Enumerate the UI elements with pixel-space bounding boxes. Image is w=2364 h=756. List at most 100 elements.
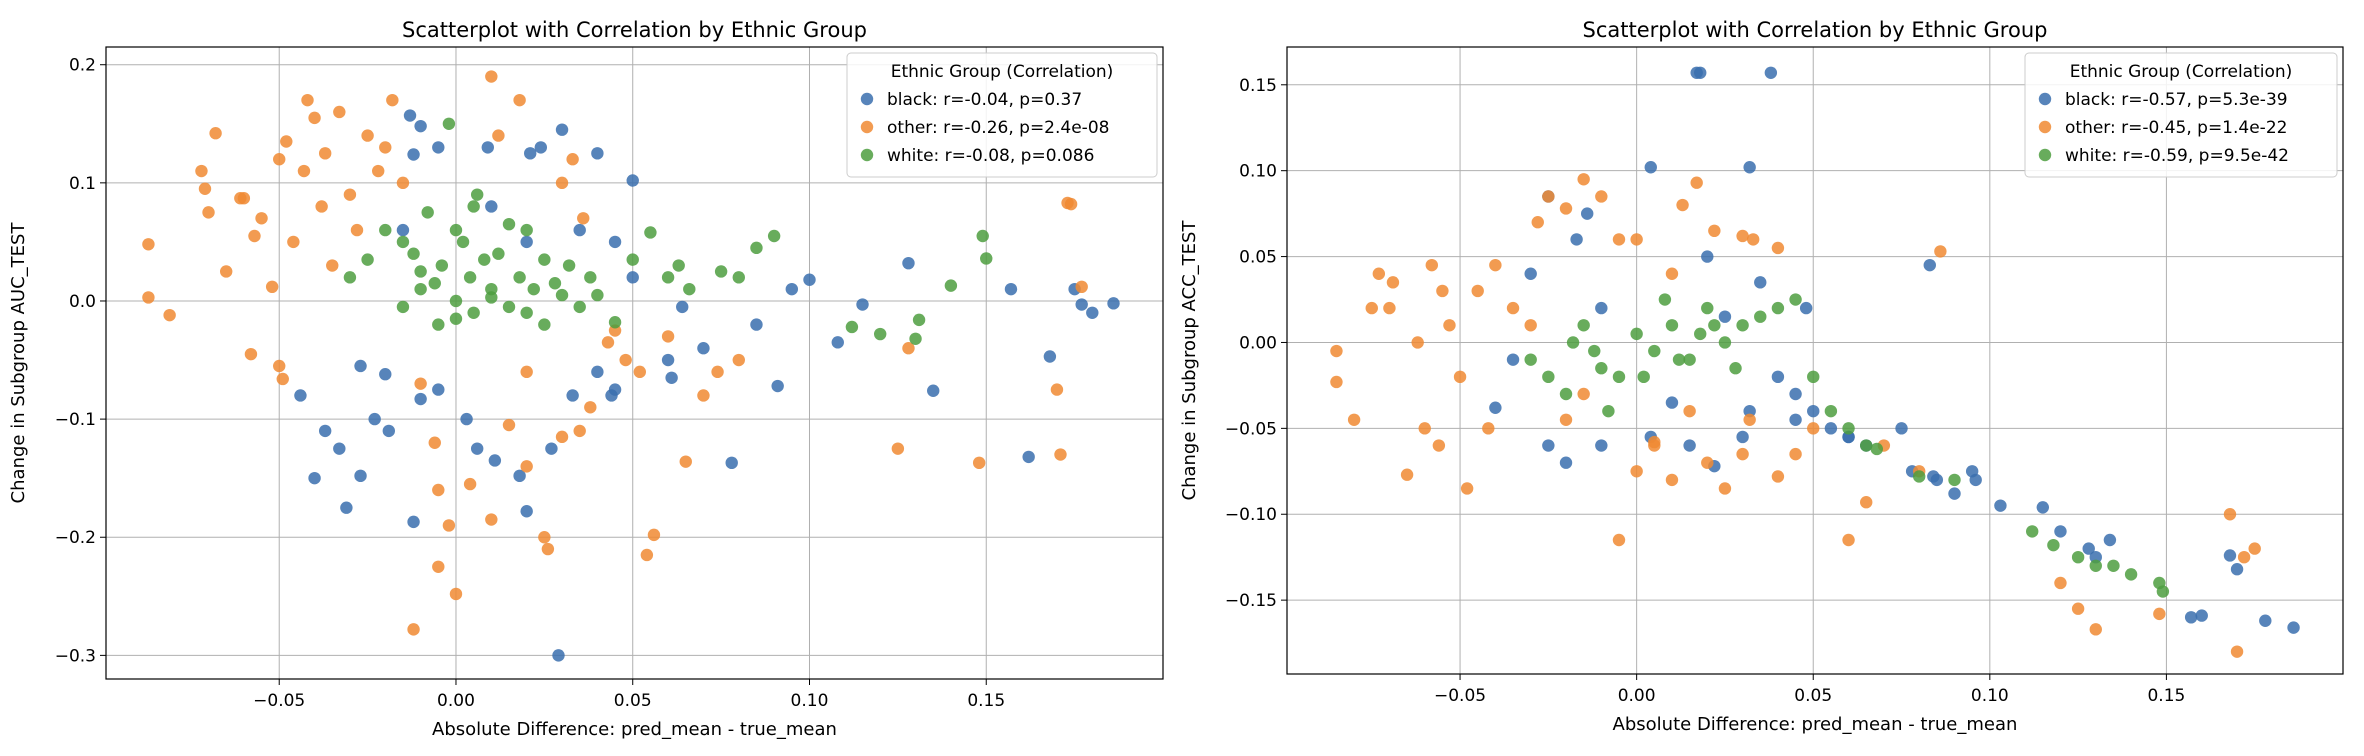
plot-frame [1286, 46, 2344, 675]
point-white [1630, 327, 1643, 341]
point-other [333, 105, 346, 119]
point-white [361, 253, 374, 266]
point-black [1948, 487, 1961, 500]
point-white [478, 253, 491, 266]
point-black [1771, 370, 1785, 384]
point-white [485, 291, 498, 304]
point-black [1930, 473, 1944, 487]
point-other [1612, 233, 1626, 246]
point-black [1489, 401, 1502, 414]
point-black [1764, 66, 1778, 79]
point-other [520, 365, 533, 379]
point-black [333, 442, 346, 455]
legend-marker-black [2038, 92, 2052, 106]
point-other [142, 238, 155, 251]
point-other [972, 456, 986, 470]
point-other [1771, 470, 1785, 483]
point-white [1718, 336, 1732, 349]
y-tick-label: 0.0 [69, 292, 96, 312]
point-other [315, 200, 328, 213]
point-black [432, 141, 445, 154]
point-white [456, 235, 470, 249]
point-white [442, 117, 456, 130]
legend-entry-black: black: r=-0.04, p=0.37 [887, 90, 1082, 110]
point-other [1411, 336, 1424, 349]
point-black [1994, 499, 2007, 512]
point-white [470, 188, 484, 201]
point-white [1658, 293, 1672, 306]
point-other [195, 164, 208, 178]
point-other [902, 342, 915, 355]
point-black [1789, 387, 1802, 401]
point-other [1595, 190, 1608, 203]
point-other [1559, 202, 1573, 215]
point-black [1559, 456, 1573, 469]
point-white [1708, 319, 1721, 332]
point-black [1595, 301, 1608, 315]
point-white [912, 313, 926, 327]
point-other [280, 135, 293, 148]
point-white [396, 300, 410, 314]
point-white [1771, 301, 1785, 315]
legend-marker-other [2038, 120, 2052, 134]
point-white [1595, 362, 1608, 375]
point-other [1690, 176, 1703, 189]
legend-marker-black [860, 92, 874, 106]
point-other [1718, 482, 1732, 495]
point-black [488, 454, 502, 467]
point-other [219, 265, 233, 278]
point-other [541, 542, 555, 556]
point-black [379, 368, 392, 381]
y-tick-label: −0.10 [1225, 505, 1277, 525]
point-white [672, 259, 685, 272]
point-other [1054, 448, 1067, 461]
point-other [485, 513, 498, 526]
point-other [414, 377, 427, 390]
point-white [1637, 370, 1650, 384]
point-black [520, 235, 533, 249]
point-white [1729, 362, 1742, 375]
point-black [1701, 250, 1714, 263]
point-black [573, 223, 586, 237]
point-black [1807, 404, 1820, 418]
point-other [1701, 456, 1714, 469]
point-white [1842, 422, 1855, 435]
point-white [1807, 370, 1820, 384]
point-other [485, 70, 498, 83]
point-black [1718, 310, 1732, 323]
point-other [407, 623, 420, 636]
point-white [1789, 293, 1802, 306]
point-other [1453, 370, 1467, 384]
point-black [927, 384, 940, 397]
y-tick-label: −0.2 [55, 528, 96, 548]
point-white [538, 318, 551, 331]
point-black [771, 379, 784, 393]
point-white [1566, 336, 1580, 349]
point-white [714, 265, 728, 278]
point-other [237, 192, 251, 205]
point-other [661, 330, 675, 343]
x-tick-label: 0.15 [967, 691, 1005, 711]
point-black [414, 119, 427, 133]
point-black [308, 471, 321, 485]
point-white [1588, 344, 1601, 358]
point-other [265, 280, 279, 294]
point-other [244, 347, 258, 361]
point-black [2054, 525, 2067, 538]
point-other [432, 560, 445, 573]
point-other [297, 164, 311, 178]
point-other [697, 389, 710, 402]
point-black [803, 273, 816, 286]
point-other [2248, 542, 2261, 555]
point-other [619, 353, 632, 367]
point-white [492, 247, 505, 260]
point-other [1807, 422, 1820, 435]
point-white [527, 282, 540, 296]
point-black [750, 318, 763, 331]
point-other [2071, 602, 2085, 615]
point-white [2089, 559, 2102, 572]
legend-title: Ethnic Group (Correlation) [891, 62, 1114, 82]
point-white [513, 271, 526, 284]
point-other [2153, 607, 2166, 621]
legend-entry-white: white: r=-0.08, p=0.086 [887, 146, 1094, 166]
